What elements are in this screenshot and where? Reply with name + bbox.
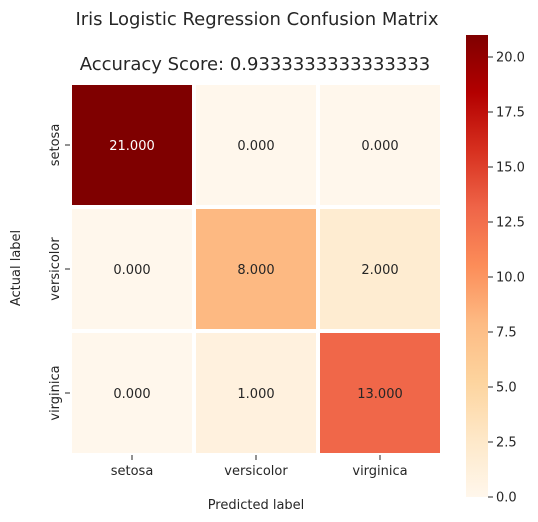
cell-value-label: 2.000 <box>361 263 398 278</box>
cell-value-label: 0.000 <box>361 139 398 154</box>
cell-value-label: 0.000 <box>113 387 150 402</box>
cell-value-label: 1.000 <box>237 387 274 402</box>
y-axis: setosa versicolor virginica <box>48 124 70 421</box>
chart-title: Iris Logistic Regression Confusion Matri… <box>75 9 438 30</box>
y-tick-label: virginica <box>48 365 63 420</box>
cell-value-label: 0.000 <box>113 263 150 278</box>
x-axis-label: Predicted label <box>208 498 305 513</box>
chart-subtitle: Accuracy Score: 0.9333333333333333 <box>80 54 431 75</box>
colorbar-axis: 0.0 2.5 5.0 7.5 10.0 12.5 15.0 17.5 20.0 <box>488 51 525 506</box>
colorbar-tick-label: 5.0 <box>496 381 517 396</box>
y-axis-label: Actual label <box>9 230 24 306</box>
colorbar-tick-label: 0.0 <box>496 491 517 506</box>
cell-value-label: 13.000 <box>357 387 403 402</box>
colorbar-tick-label: 2.5 <box>496 436 517 451</box>
x-axis: setosa versicolor virginica <box>111 455 408 479</box>
colorbar-tick-label: 17.5 <box>496 106 525 121</box>
cell-value-label: 0.000 <box>237 139 274 154</box>
colorbar <box>466 35 488 497</box>
colorbar-tick-label: 15.0 <box>496 161 525 176</box>
y-tick-label: setosa <box>48 124 63 167</box>
cell-value-label: 8.000 <box>237 263 274 278</box>
colorbar-tick-label: 10.0 <box>496 271 525 286</box>
heatmap-cells: 21.000 0.000 0.000 0.000 8.000 2.000 0.000 1.00… <box>72 85 440 453</box>
x-tick-label: setosa <box>111 464 154 479</box>
colorbar-tick-label: 20.0 <box>496 51 525 66</box>
cell-value-label: 21.000 <box>109 139 155 154</box>
y-tick-label: versicolor <box>48 237 63 301</box>
x-tick-label: versicolor <box>224 464 288 479</box>
colorbar-tick-label: 7.5 <box>496 326 517 341</box>
x-tick-label: virginica <box>352 464 407 479</box>
colorbar-tick-label: 12.5 <box>496 216 525 231</box>
